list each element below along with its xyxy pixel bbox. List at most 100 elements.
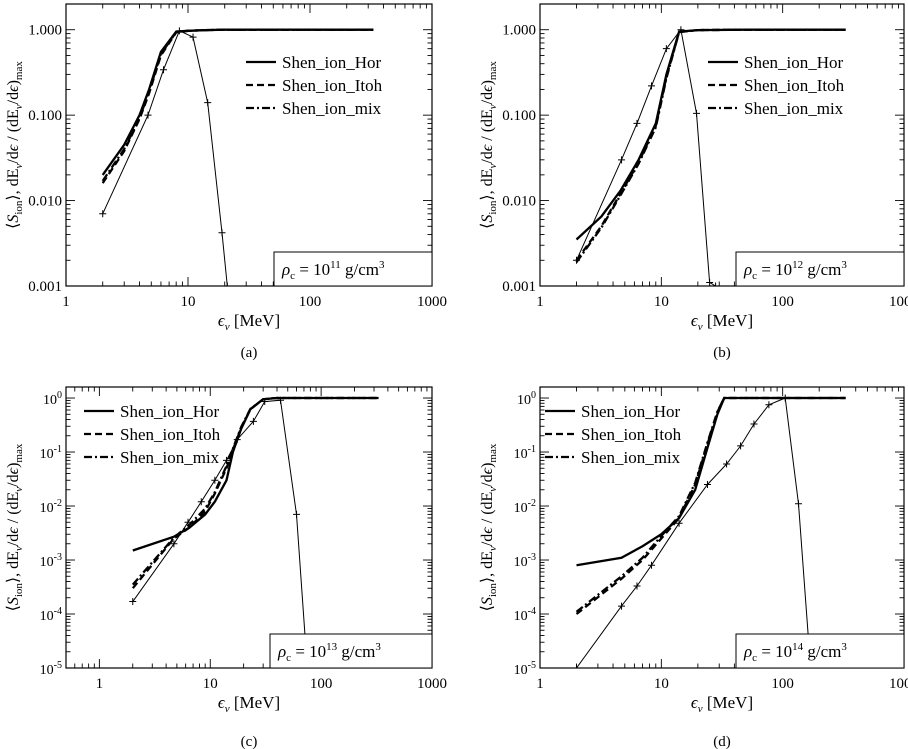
y-label-part: ⟩, dE	[479, 169, 496, 201]
y-label-part: S	[479, 215, 496, 223]
y-tick-label: 10-4	[514, 606, 536, 624]
y-label-part: ⟩, dE	[479, 551, 496, 583]
x-axis-symbol: ϵ	[218, 693, 226, 712]
y-label-part: ν	[487, 104, 499, 109]
y-tick-label: 0.100	[28, 108, 62, 124]
y-label-part: ν	[13, 164, 25, 169]
y-axis-label: ⟨Sion⟩, dEν/dϵ / (dEν/dϵ)max	[5, 61, 25, 229]
data-point	[675, 519, 683, 527]
legend-label: Shen_ion_mix	[581, 448, 681, 467]
y-label-part: /d	[5, 92, 22, 104]
y-tick-exp: -4	[54, 606, 62, 617]
series-line-shen-ion-mix	[575, 396, 846, 613]
data-point	[573, 664, 581, 668]
y-tick-label: 0.001	[502, 279, 536, 295]
data-point	[218, 229, 226, 237]
data-point	[737, 442, 745, 450]
panel-caption: (d)	[713, 734, 731, 749]
y-tick-label: 10-3	[40, 552, 62, 570]
data-point	[249, 417, 257, 425]
density-annotation: ρc = 1011 g/cm3	[281, 259, 385, 282]
y-tick-exp: -5	[528, 660, 536, 671]
y-label-part: )	[479, 463, 496, 468]
y-tick-base: 10	[514, 447, 528, 462]
series-line-marker	[102, 30, 228, 286]
x-tick-label: 10	[181, 294, 196, 310]
legend-label: Shen_ion_Itoh	[744, 76, 845, 95]
y-label-part: ⟨	[5, 605, 22, 611]
y-tick-base: 10	[40, 501, 54, 516]
y-label-part: ⟨	[479, 223, 496, 229]
x-tick-label: 1	[536, 294, 544, 310]
y-axis-label: ⟨Sion⟩, dEν/dϵ / (dEν/dϵ)max	[479, 61, 499, 229]
density-mantissa: 10	[309, 642, 326, 661]
y-tick-base: 10	[514, 609, 528, 624]
y-label-part: ⟨	[5, 223, 22, 229]
data-point	[703, 481, 711, 489]
density-mantissa: 10	[313, 260, 330, 279]
y-label-part: /d	[479, 92, 496, 104]
plot-frame	[65, 386, 433, 669]
panel-caption: (a)	[241, 345, 258, 361]
x-tick-label: 1000	[889, 294, 908, 310]
y-tick-base: 10	[517, 393, 531, 408]
x-axis-unit: [MeV]	[703, 693, 754, 712]
x-tick-label: 1000	[417, 676, 447, 692]
series-line-shen-ion-hor	[576, 396, 846, 567]
y-tick-label: 0.001	[28, 279, 62, 295]
data-point	[204, 99, 212, 107]
y-label-part: ϵ	[479, 144, 496, 151]
data-point	[211, 476, 219, 484]
y-label-part: S	[5, 215, 22, 223]
data-point	[175, 27, 183, 35]
y-label-part: ion	[13, 583, 25, 598]
y-tick-label: 100	[517, 390, 536, 408]
data-point	[648, 82, 656, 90]
y-tick-exp: -1	[528, 444, 536, 455]
y-tick-exp: -2	[528, 498, 536, 509]
data-point	[160, 66, 168, 74]
y-tick-base: 10	[40, 609, 54, 624]
x-tick-label: 100	[310, 676, 333, 692]
x-axis-symbol: ϵ	[691, 693, 699, 712]
data-point	[781, 394, 789, 402]
data-point	[794, 500, 802, 508]
legend: Shen_ion_Hor Shen_ion_Itoh Shen_ion_mix	[708, 53, 845, 118]
series-line-shen-ion-mix	[575, 28, 846, 263]
y-tick-base: 10	[514, 663, 528, 678]
y-label-part: ion	[487, 200, 499, 215]
plot-frame	[539, 386, 905, 669]
y-tick-label: 100	[43, 390, 62, 408]
density-annotation: ρc = 1014 g/cm3	[743, 641, 847, 664]
data-point	[712, 282, 720, 286]
density-mantissa: 10	[775, 260, 792, 279]
plot-frame	[65, 3, 433, 287]
y-label-part: ν	[13, 487, 25, 492]
data-point	[233, 436, 241, 444]
x-tick-label: 10	[654, 676, 669, 692]
y-label-part: /d	[479, 534, 496, 546]
y-label-part: / (dE	[479, 109, 496, 145]
legend-label: Shen_ion_mix	[282, 99, 382, 118]
y-label-part: /d	[479, 151, 496, 163]
y-label-part: /d	[5, 534, 22, 546]
legend-label: Shen_ion_mix	[744, 99, 844, 118]
legend: Shen_ion_Hor Shen_ion_Itoh Shen_ion_mix	[545, 402, 682, 467]
x-axis-unit: [MeV]	[703, 311, 754, 330]
y-tick-exp: -5	[54, 660, 62, 671]
y-label-part: S	[479, 597, 496, 605]
y-tick-label: 0.010	[502, 194, 536, 210]
y-label-part: /d	[5, 474, 22, 486]
plot-area	[573, 26, 846, 286]
y-label-part: /d	[479, 474, 496, 486]
density-box	[273, 251, 433, 287]
data-point	[723, 460, 731, 468]
y-tick-exp: -2	[54, 498, 62, 509]
data-point	[706, 278, 714, 286]
data-point	[184, 518, 192, 526]
y-label-part: ion	[13, 200, 25, 215]
y-tick-label: 0.100	[502, 108, 536, 124]
x-axis-subscript: ν	[225, 321, 230, 333]
